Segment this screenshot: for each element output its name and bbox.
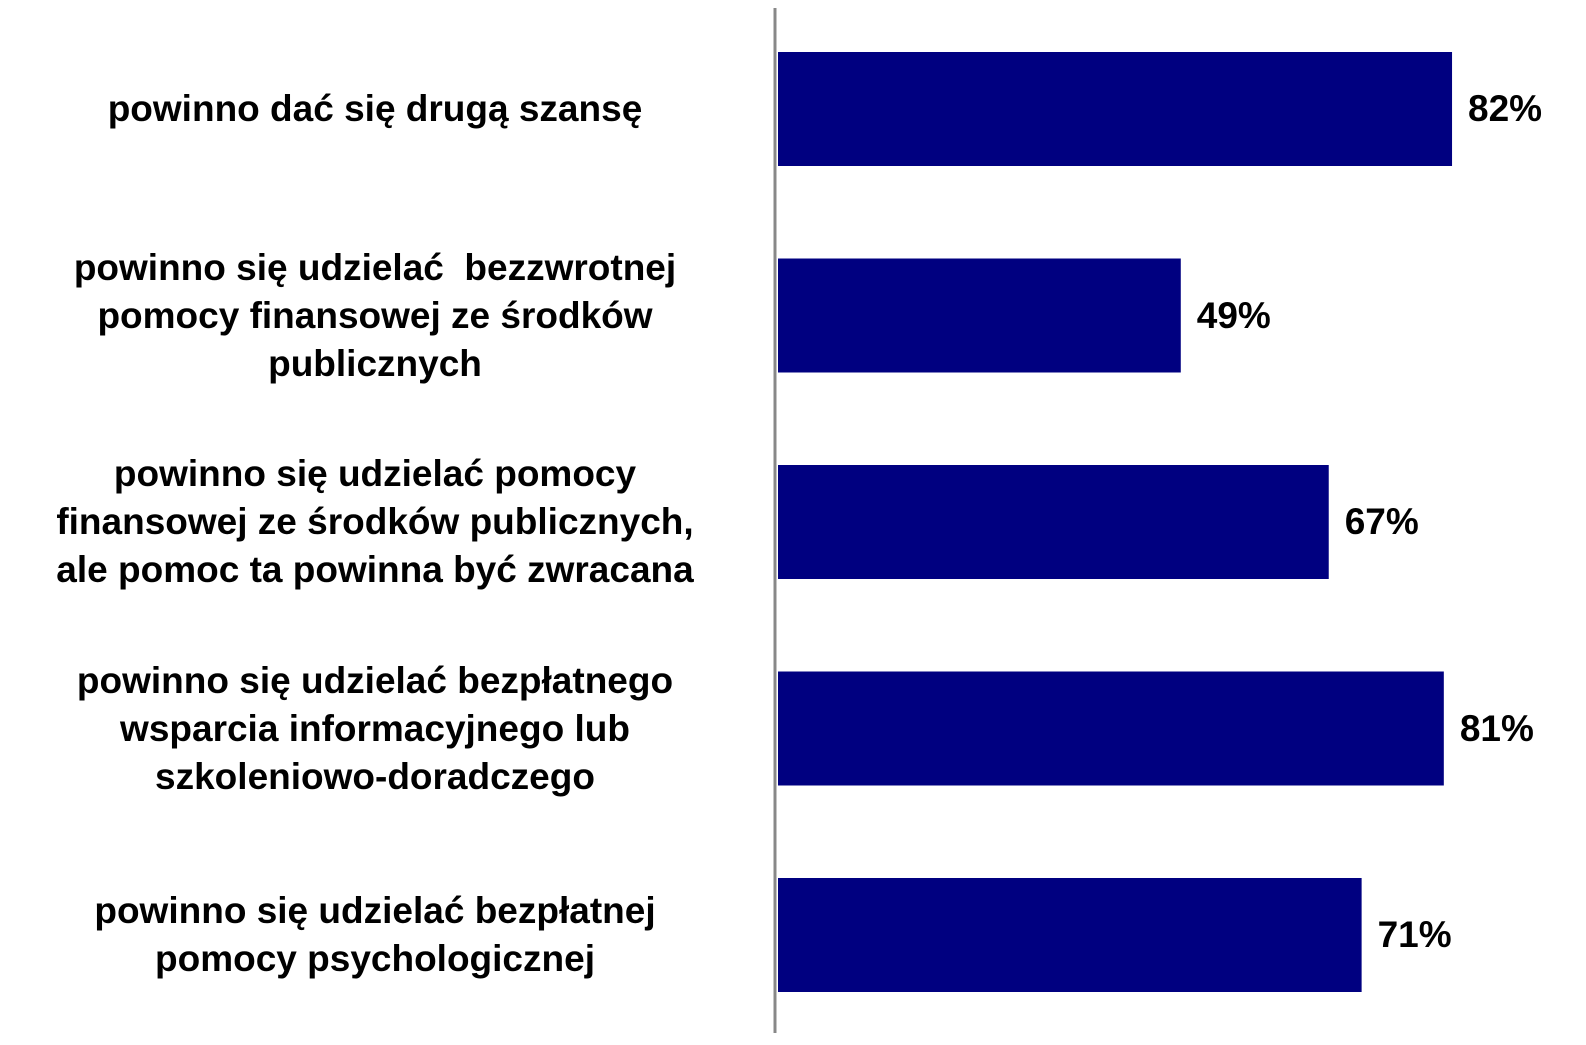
category-label: powinno dać się drugą szansę <box>107 88 643 129</box>
value-label: 67% <box>1344 501 1419 542</box>
value-label: 82% <box>1468 88 1543 129</box>
category-label: powinno się udzielać bezpłatnego wsparci… <box>76 659 674 797</box>
category-label: powinno się udzielać bezzwrotnej pomocy … <box>73 246 677 384</box>
bar <box>778 52 1453 166</box>
category-label: powinno się udzielać bezpłatnej pomocy p… <box>94 890 656 979</box>
category-label: powinno się udzielać pomocy finansowej z… <box>56 453 694 590</box>
bar <box>778 258 1181 373</box>
bar <box>778 671 1444 786</box>
bar <box>778 878 1362 992</box>
bar <box>778 465 1329 579</box>
value-label: 81% <box>1459 707 1534 749</box>
value-label: 49% <box>1196 294 1271 336</box>
value-label: 71% <box>1377 914 1452 955</box>
